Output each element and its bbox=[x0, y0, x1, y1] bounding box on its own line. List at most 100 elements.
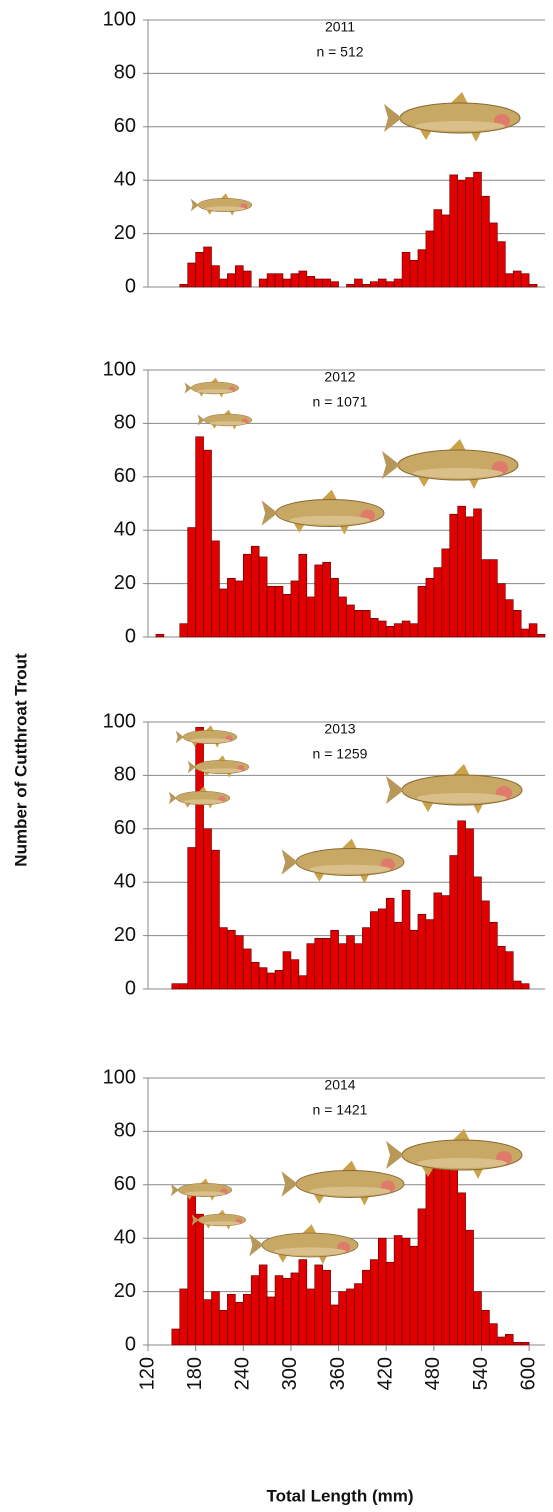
bar bbox=[179, 284, 188, 288]
y-tick-label: 60 bbox=[114, 817, 136, 839]
bar bbox=[298, 553, 308, 638]
bar bbox=[203, 449, 212, 638]
bar bbox=[449, 174, 458, 288]
bar bbox=[290, 273, 300, 288]
bar bbox=[362, 609, 371, 638]
bar bbox=[203, 828, 212, 990]
bar bbox=[481, 195, 490, 288]
y-tick-label: 20 bbox=[114, 924, 136, 946]
y-tick-label: 100 bbox=[103, 8, 136, 30]
bar bbox=[338, 596, 347, 638]
bar bbox=[258, 1264, 268, 1346]
fish-tail bbox=[190, 198, 199, 212]
bar bbox=[520, 1342, 530, 1346]
bar bbox=[449, 513, 458, 638]
bar bbox=[266, 273, 276, 288]
fish-illustration bbox=[261, 489, 385, 535]
x-tick-label: 120 bbox=[136, 1357, 158, 1390]
fish-belly bbox=[204, 206, 246, 211]
bar bbox=[512, 609, 522, 638]
panel-title: 2014 bbox=[324, 1077, 355, 1093]
bar bbox=[179, 983, 188, 990]
fish-illustration bbox=[184, 377, 240, 398]
y-tick-label: 60 bbox=[114, 115, 136, 137]
bar bbox=[425, 1147, 435, 1346]
fish-fin bbox=[207, 193, 235, 216]
bar bbox=[258, 556, 268, 638]
bar bbox=[227, 1293, 236, 1346]
panel-title: 2012 bbox=[324, 369, 355, 385]
bar bbox=[242, 1293, 252, 1346]
bar bbox=[473, 171, 482, 288]
fish-tail bbox=[249, 1233, 264, 1257]
fish-tail bbox=[170, 1183, 179, 1197]
fish-fin bbox=[187, 1178, 215, 1201]
bar bbox=[457, 820, 466, 990]
x-tick-label: 180 bbox=[184, 1357, 206, 1390]
y-tick-label: 20 bbox=[114, 1280, 136, 1302]
y-tick-label: 80 bbox=[114, 764, 136, 786]
bar bbox=[497, 241, 506, 288]
bar bbox=[417, 249, 427, 288]
bar bbox=[219, 927, 228, 990]
fish-illustration bbox=[191, 1209, 247, 1230]
bar bbox=[520, 628, 530, 638]
bar bbox=[171, 983, 181, 990]
bar bbox=[377, 1237, 387, 1346]
fish-belly bbox=[197, 389, 233, 394]
bar bbox=[306, 276, 316, 288]
bar bbox=[377, 278, 387, 288]
y-tick-label: 40 bbox=[114, 518, 136, 540]
bar bbox=[195, 436, 204, 638]
fish-fin bbox=[185, 786, 213, 809]
fish-tail bbox=[386, 776, 404, 804]
y-tick-label: 80 bbox=[114, 1120, 136, 1142]
bar bbox=[219, 1309, 228, 1346]
bar bbox=[425, 230, 435, 288]
bar bbox=[346, 935, 355, 990]
bar bbox=[512, 270, 522, 288]
bar bbox=[362, 1269, 371, 1346]
bar bbox=[473, 1291, 482, 1346]
bar bbox=[187, 262, 196, 288]
fish-fin bbox=[314, 1160, 370, 1206]
y-tick-label: 0 bbox=[125, 275, 136, 297]
bar bbox=[370, 1259, 379, 1346]
bar bbox=[417, 1208, 427, 1346]
bar bbox=[266, 1296, 276, 1346]
bar bbox=[481, 559, 490, 638]
bar bbox=[187, 527, 196, 638]
bar bbox=[433, 209, 443, 288]
bar bbox=[354, 278, 363, 288]
bar bbox=[258, 967, 268, 990]
bar bbox=[187, 847, 196, 990]
bar bbox=[393, 623, 403, 638]
bar bbox=[250, 961, 260, 990]
bar bbox=[370, 281, 379, 288]
bar bbox=[465, 828, 474, 990]
y-tick-label: 0 bbox=[125, 977, 136, 999]
y-tick-label: 40 bbox=[114, 168, 136, 190]
fish-fin bbox=[294, 489, 350, 535]
bar bbox=[409, 1245, 419, 1346]
bar bbox=[409, 929, 419, 990]
bar bbox=[306, 596, 316, 638]
fish-fin bbox=[314, 838, 370, 884]
y-tick-label: 100 bbox=[103, 1066, 136, 1088]
fish-belly bbox=[413, 468, 503, 478]
fish-belly bbox=[274, 1247, 346, 1256]
bar bbox=[338, 943, 347, 990]
x-axis-label: Total Length (mm) bbox=[267, 1486, 414, 1505]
bar bbox=[242, 948, 252, 990]
fish-illustration bbox=[281, 1160, 405, 1206]
bar bbox=[409, 623, 419, 638]
bar bbox=[449, 855, 458, 990]
fish-tail bbox=[386, 1141, 404, 1169]
bar bbox=[489, 1323, 498, 1346]
bar bbox=[235, 265, 244, 288]
bar bbox=[266, 585, 276, 638]
bar bbox=[393, 278, 403, 288]
bar bbox=[250, 545, 260, 638]
bar bbox=[322, 561, 331, 638]
bar bbox=[179, 1288, 188, 1346]
